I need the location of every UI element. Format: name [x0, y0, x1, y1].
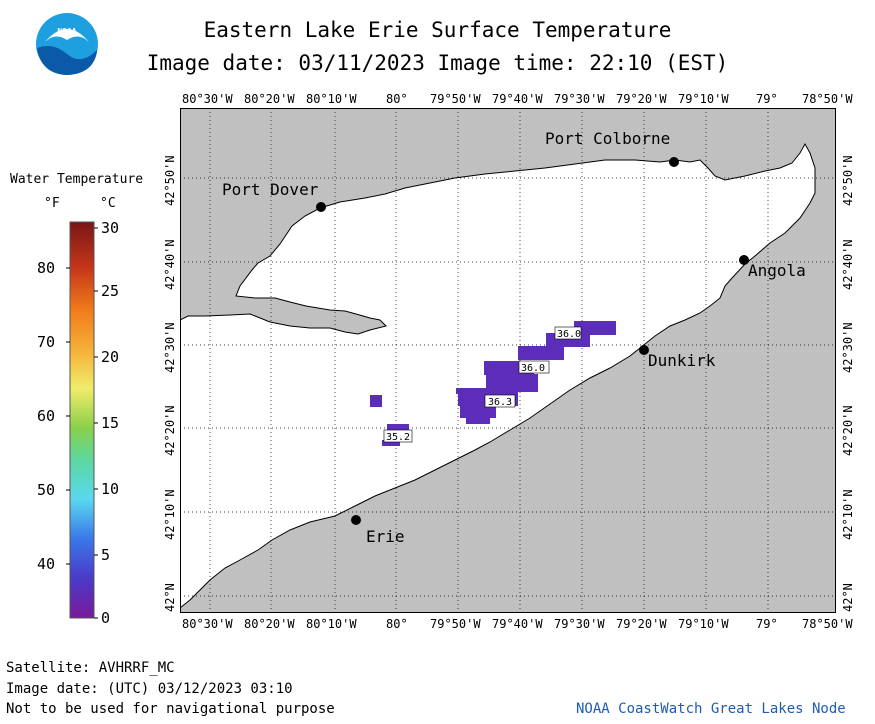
lat-label: 42°50'N: [163, 155, 177, 206]
legend-c-tick: 25: [101, 282, 119, 300]
legend-f-tick: 50: [37, 481, 55, 499]
city-dot-erie: [351, 515, 361, 525]
city-label-angola: Angola: [748, 261, 806, 280]
temp-label: 36.0: [557, 329, 581, 340]
lon-label: 78°50'W: [802, 92, 853, 106]
lon-label: 79°20'W: [616, 92, 667, 106]
legend-c-tick: 0: [101, 609, 110, 627]
map-frame: [180, 108, 836, 613]
legend-c-tick: 5: [101, 546, 110, 564]
lon-label: 79°20'W: [616, 617, 667, 631]
city-label-dunkirk: Dunkirk: [648, 351, 716, 370]
lon-label: 80°30'W: [182, 617, 233, 631]
lon-label: 79°: [756, 92, 778, 106]
lake-erie-map: 36.0 36.0 36.3 35.2 Port Colborne Port D…: [180, 108, 836, 613]
legend-c-tick: 15: [101, 414, 119, 432]
lat-label: 42°N: [841, 583, 855, 612]
city-label-port-colborne: Port Colborne: [545, 129, 670, 148]
city-dot-port-dover: [316, 202, 326, 212]
lon-label: 80°20'W: [244, 617, 295, 631]
lon-label: 79°40'W: [492, 617, 543, 631]
lon-label: 78°50'W: [802, 617, 853, 631]
legend-unit-c: °C: [100, 196, 116, 211]
lon-label: 80°30'W: [182, 92, 233, 106]
lon-label: 80°20'W: [244, 92, 295, 106]
noaa-logo-icon: NOAA: [36, 13, 98, 75]
lon-label: 80°10'W: [306, 92, 357, 106]
lat-label: 42°30'N: [163, 322, 177, 373]
temp-label-boxes: [383, 326, 582, 443]
lat-label: 42°N: [163, 583, 177, 612]
legend-c-tick: 10: [101, 480, 119, 498]
map-title: Eastern Lake Erie Surface Temperature: [203, 18, 672, 42]
lon-label: 79°10'W: [678, 617, 729, 631]
legend-c-tick: 30: [101, 219, 119, 237]
temperature-legend-bar: 80 70 60 50 40 30 25 20 15 10 5 0: [37, 219, 119, 627]
lon-label: 80°: [386, 92, 408, 106]
legend-f-tick: 80: [37, 259, 55, 277]
lat-label: 42°20'N: [841, 405, 855, 456]
lon-label: 79°30'W: [554, 617, 605, 631]
lon-label: 79°50'W: [430, 92, 481, 106]
legend-f-tick: 60: [37, 407, 55, 425]
city-dot-port-colborne: [669, 157, 679, 167]
city-label-erie: Erie: [366, 527, 405, 546]
lat-label: 42°40'N: [163, 239, 177, 290]
lon-label: 79°50'W: [430, 617, 481, 631]
lat-lon-grid: [180, 108, 836, 613]
lat-label: 42°40'N: [841, 239, 855, 290]
lon-label: 79°10'W: [678, 92, 729, 106]
city-markers: [316, 157, 749, 525]
lon-label: 80°: [386, 617, 408, 631]
navigation-disclaimer: Not to be used for navigational purpose: [6, 701, 335, 717]
temp-label: 35.2: [386, 432, 410, 443]
lat-label: 42°50'N: [841, 155, 855, 206]
satellite-info: Satellite: AVHRRF_MC: [6, 660, 175, 676]
lat-label: 42°20'N: [163, 405, 177, 456]
lat-label: 42°30'N: [841, 322, 855, 373]
city-label-port-dover: Port Dover: [222, 180, 319, 199]
legend-f-tick: 40: [37, 555, 55, 573]
lon-label: 79°40'W: [492, 92, 543, 106]
utc-image-date: Image date: (UTC) 03/12/2023 03:10: [6, 681, 293, 697]
lat-label: 42°10'N: [841, 489, 855, 540]
map-subtitle: Image date: 03/11/2023 Image time: 22:10…: [146, 51, 729, 75]
temp-label: 36.3: [488, 397, 512, 408]
temp-label: 36.0: [521, 363, 545, 374]
noaa-credit: NOAA CoastWatch Great Lakes Node: [576, 701, 846, 717]
logo-text: NOAA: [57, 27, 76, 36]
city-dot-angola: [739, 255, 749, 265]
lon-label: 79°: [756, 617, 778, 631]
lon-label: 79°30'W: [554, 92, 605, 106]
city-dot-dunkirk: [639, 345, 649, 355]
lon-label: 80°10'W: [306, 617, 357, 631]
lat-label: 42°10'N: [163, 489, 177, 540]
legend-c-tick: 20: [101, 348, 119, 366]
legend-title: Water Temperature: [10, 172, 144, 187]
legend-unit-f: °F: [44, 196, 60, 211]
legend-f-tick: 70: [37, 333, 55, 351]
